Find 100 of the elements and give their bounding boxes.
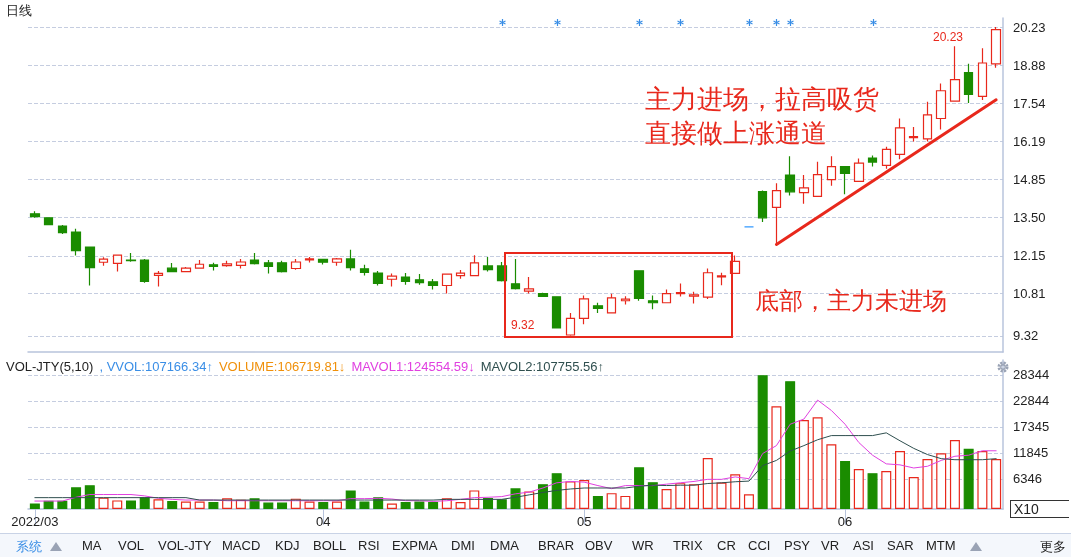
annotation: 20.23 — [933, 30, 964, 44]
candlestick — [29, 210, 41, 219]
bar — [167, 501, 178, 509]
y-tick-label: 28344 — [1013, 367, 1050, 383]
bar — [936, 453, 947, 509]
candlestick — [441, 273, 453, 295]
text: VR — [821, 538, 840, 553]
candlestick — [153, 270, 164, 288]
y-tick-label: 18.88 — [1013, 57, 1046, 73]
candlestick — [949, 45, 961, 102]
bar — [304, 501, 315, 509]
bar — [277, 502, 288, 509]
bar — [496, 499, 507, 509]
bar — [716, 482, 727, 509]
text: EXPMA — [392, 538, 438, 553]
candlestick — [798, 174, 810, 205]
candlestick — [592, 302, 604, 314]
bar — [757, 375, 768, 509]
chart-title: 日线 — [6, 2, 32, 20]
bar — [180, 501, 191, 509]
candlestick — [633, 270, 645, 302]
text: PSY — [784, 538, 811, 553]
candlestick — [661, 288, 672, 304]
y-tick-label: 12.15 — [1013, 248, 1046, 264]
text: VOL — [118, 538, 145, 553]
candlestick — [263, 259, 274, 275]
candlestick — [990, 26, 1002, 69]
y-tick-label: 14.85 — [1013, 171, 1046, 187]
candlestick — [881, 146, 892, 170]
y-tick-label: 13.50 — [1013, 210, 1046, 226]
candlestick — [935, 82, 947, 131]
y-tick-label: 9.32 — [1013, 328, 1039, 344]
candlestick — [359, 264, 370, 277]
candlestick — [716, 272, 727, 286]
candlestick — [757, 189, 768, 223]
bar — [743, 494, 754, 509]
text: MAVOL2:107755.56↑ — [480, 359, 605, 374]
candlestick — [304, 256, 315, 264]
bar — [812, 417, 823, 509]
text: X10 — [1010, 500, 1069, 518]
candlestick — [221, 260, 233, 268]
candlestick — [235, 258, 247, 270]
text: ASI — [853, 538, 874, 553]
candlestick — [139, 258, 150, 284]
bar — [840, 461, 851, 509]
bar — [730, 474, 741, 509]
text: DMA — [490, 538, 519, 553]
candlestick — [620, 295, 631, 306]
candlestick — [922, 101, 933, 143]
candlestick — [317, 258, 329, 266]
y-tick-label: 11845 — [1013, 445, 1049, 461]
candlestick — [510, 258, 521, 291]
text: VOL-JTY — [158, 538, 212, 553]
candlestick — [98, 256, 109, 267]
bar — [125, 500, 136, 509]
bar — [400, 502, 411, 509]
candlestick — [166, 262, 178, 273]
candlestick — [208, 262, 219, 272]
x-tick-label: 06 — [837, 514, 853, 529]
candlestick — [675, 282, 686, 298]
bar — [661, 488, 672, 509]
y-tick-label: 20.23 — [1013, 19, 1046, 35]
candlestick — [400, 272, 411, 286]
candlestick — [963, 63, 974, 104]
bar — [785, 381, 796, 509]
bar — [331, 501, 342, 509]
x-tick-label: 05 — [576, 514, 592, 529]
candlestick — [386, 272, 398, 288]
bar — [675, 483, 686, 509]
bar — [771, 406, 782, 509]
bar — [895, 451, 906, 509]
bar — [689, 484, 700, 509]
y-tick-label: 22844 — [1013, 393, 1050, 409]
text: SAR — [887, 538, 914, 553]
annotation: , VVOL:107166.34↑ — [99, 359, 213, 374]
bar — [908, 476, 919, 509]
annotation: 主力进场，拉高吸货 — [645, 83, 879, 116]
bar — [428, 502, 439, 509]
bar — [702, 458, 713, 509]
bar — [263, 502, 274, 509]
candlestick — [867, 154, 878, 168]
candlestick — [537, 292, 549, 298]
y-tick-label: 17345 — [1013, 419, 1050, 435]
candlestick — [43, 216, 54, 226]
candlestick — [70, 228, 82, 257]
candlestick — [839, 166, 851, 195]
bar — [455, 502, 466, 509]
candlestick — [565, 312, 576, 337]
bar — [634, 467, 645, 509]
candlestick — [977, 47, 988, 101]
bar — [208, 502, 219, 509]
text: CR — [717, 538, 736, 553]
y-tick-label: 17.54 — [1013, 95, 1046, 111]
annotation: 底部，主力未进场 — [755, 286, 947, 316]
candlestick — [427, 278, 439, 291]
bar — [194, 501, 205, 509]
candlestick — [853, 157, 865, 182]
text: TRIX — [673, 538, 703, 553]
bar — [318, 502, 329, 509]
text: RSI — [358, 538, 380, 553]
